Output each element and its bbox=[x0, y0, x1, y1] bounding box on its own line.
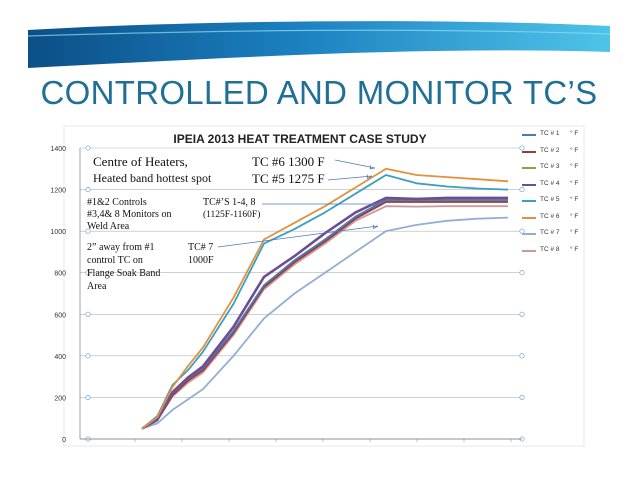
legend-unit: ° F bbox=[570, 229, 579, 236]
y-tick-label: 400 bbox=[54, 354, 66, 361]
legend-label: TC # 6 bbox=[540, 212, 560, 220]
legend-swatch bbox=[522, 200, 536, 202]
legend-unit: ° F bbox=[570, 196, 579, 203]
series-line-tc-2 bbox=[141, 201, 508, 430]
legend-label: TC # 8 bbox=[540, 245, 560, 253]
legend-swatch bbox=[522, 216, 536, 219]
annotation-tc1-4-8-line2: (1125F-1160F) bbox=[203, 210, 261, 220]
left-grid-marker bbox=[85, 353, 91, 359]
legend-label: TC # 1 bbox=[540, 130, 560, 137]
legend-unit: ° F bbox=[570, 245, 579, 253]
legend-unit: ° F bbox=[570, 212, 579, 220]
legend-swatch bbox=[522, 183, 536, 186]
annotation-tc7-line2: 1000F bbox=[188, 255, 214, 266]
legend-unit: ° F bbox=[570, 146, 579, 154]
series-line-tc-8 bbox=[141, 205, 508, 430]
right-grid-marker bbox=[519, 228, 525, 234]
right-grid-marker bbox=[519, 311, 525, 317]
y-tick-label: 600 bbox=[54, 312, 66, 319]
left-grid-marker bbox=[85, 394, 91, 400]
legend-swatch bbox=[522, 150, 536, 153]
legend-swatch bbox=[522, 167, 536, 169]
chart-title: IPEIA 2013 HEAT TREATMENT CASE STUDY bbox=[173, 132, 427, 146]
right-grid-marker bbox=[519, 353, 525, 359]
annotation-controls-line2: #3,4& 8 Monitors on bbox=[87, 209, 172, 220]
left-grid-marker bbox=[85, 228, 91, 234]
annotation-away-line2: control TC on bbox=[87, 255, 143, 266]
y-tick-label: 1200 bbox=[50, 188, 66, 195]
header-band bbox=[28, 21, 610, 68]
legend-label: TC # 2 bbox=[540, 146, 560, 154]
arrow-tc5-head bbox=[366, 174, 373, 180]
right-grid-marker bbox=[519, 145, 525, 151]
annotation-tc1-4-8-line1: TC#’S 1-4, 8 bbox=[203, 197, 256, 208]
legend-unit: ° F bbox=[570, 179, 579, 187]
left-grid-marker bbox=[85, 187, 91, 193]
left-grid-marker bbox=[85, 270, 91, 276]
slide-title: CONTROLLED AND MONITOR TC’S bbox=[40, 74, 598, 111]
annotation-tc5: TC #5 1275 F bbox=[252, 171, 325, 186]
annotation-controls-line3: Weld Area bbox=[87, 221, 130, 232]
chart-plot: 0 200 400 600 800 1000 1200 1400 bbox=[50, 145, 525, 444]
annotation-tc6: TC #6 1300 F bbox=[252, 154, 325, 169]
legend-unit: ° F bbox=[570, 130, 579, 137]
legend-unit: ° F bbox=[570, 163, 579, 170]
arrow-tc1-4-8-head bbox=[372, 202, 379, 207]
annotation-tc7-line1: TC# 7 bbox=[188, 242, 214, 253]
annotation-away-line1: 2” away from #1 bbox=[87, 242, 155, 253]
header-band-highlight bbox=[27, 29, 611, 37]
annotation-controls-line1: #1&2 Controls bbox=[87, 197, 147, 208]
series-line-tc-6 bbox=[141, 167, 509, 430]
y-tick-label: 1400 bbox=[50, 146, 66, 153]
y-tick-label: 1000 bbox=[50, 229, 66, 236]
right-grid-marker bbox=[519, 187, 525, 193]
legend-label: TC # 4 bbox=[540, 179, 560, 187]
series-line-tc-7 bbox=[141, 216, 509, 430]
y-tick-label: 200 bbox=[54, 395, 66, 402]
annotation-away-line4: Area bbox=[87, 281, 107, 292]
legend-swatch bbox=[522, 233, 536, 235]
legend-swatch bbox=[522, 249, 536, 252]
y-tick-label: 0 bbox=[62, 437, 66, 444]
annotation-heaters-line1: Centre of Heaters, bbox=[93, 154, 188, 169]
right-grid-marker bbox=[519, 270, 525, 276]
arrow-tc7 bbox=[217, 225, 379, 248]
arrow-tc6 bbox=[334, 159, 376, 169]
legend-label: TC # 5 bbox=[540, 196, 560, 203]
annotation-away-line3: Flange Soak Band bbox=[87, 268, 161, 279]
legend-label: TC # 3 bbox=[540, 163, 560, 170]
arrow-tc6-head bbox=[369, 165, 376, 170]
series-line-tc-4 bbox=[141, 196, 508, 430]
y-tick-label: 800 bbox=[54, 271, 66, 278]
left-grid-marker bbox=[85, 145, 91, 151]
arrow-tc5 bbox=[327, 175, 373, 181]
chart-frame bbox=[63, 125, 585, 447]
arrow-tc7-head bbox=[372, 224, 379, 230]
legend-label: TC # 7 bbox=[540, 229, 560, 236]
right-grid-marker bbox=[519, 394, 525, 400]
annotation-heaters-line2: Heated band hottest spot bbox=[93, 171, 212, 185]
left-grid-marker bbox=[85, 311, 91, 317]
legend-swatch bbox=[522, 134, 536, 136]
